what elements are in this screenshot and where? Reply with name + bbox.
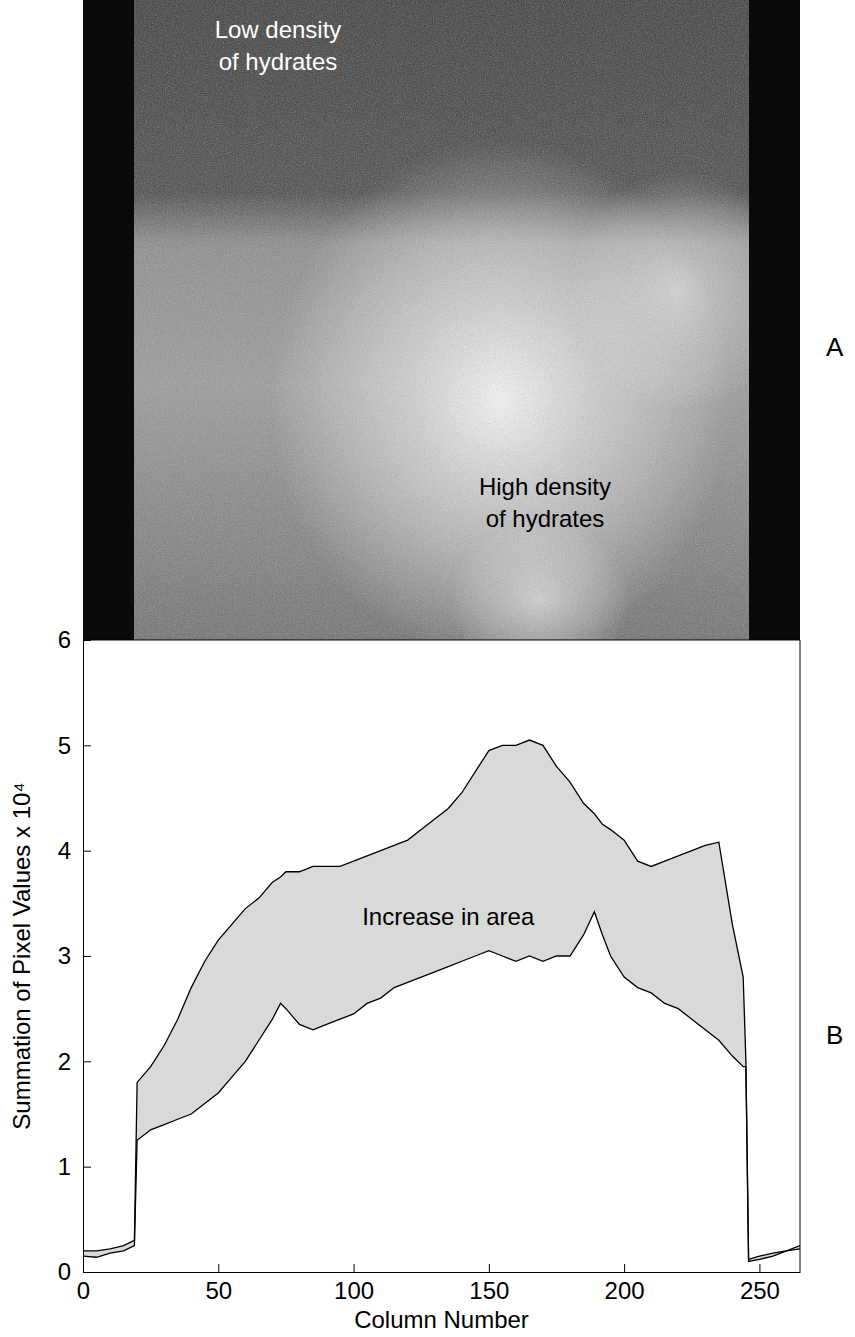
y-tick: 6 <box>58 626 91 653</box>
x-tick-mark <box>218 1264 219 1272</box>
y-tick-label: 6 <box>58 626 71 653</box>
y-tick-label: 2 <box>58 1048 71 1075</box>
frame <box>800 640 801 1272</box>
y-tick-label: 1 <box>58 1153 71 1180</box>
x-tick: 150 <box>469 1264 509 1304</box>
y-tick-mark <box>83 745 91 746</box>
x-tick-label: 0 <box>77 1277 90 1304</box>
image-noise <box>83 0 800 640</box>
y-tick-label: 3 <box>58 942 71 969</box>
x-tick: 100 <box>334 1264 374 1304</box>
y-tick-mark <box>83 1061 91 1062</box>
plot-marks <box>83 740 800 1261</box>
x-tick-mark <box>624 1264 625 1272</box>
x-tick-label: 250 <box>740 1277 780 1304</box>
frame <box>83 640 800 641</box>
dark-strip <box>83 0 134 640</box>
image-annotation: High density of hydrates <box>479 473 611 532</box>
x-tick: 250 <box>740 1264 780 1304</box>
annotation-line: of hydrates <box>219 48 338 75</box>
x-axis-line <box>84 1272 801 1273</box>
x-tick: 200 <box>605 1264 645 1304</box>
y-tick: 3 <box>58 942 91 969</box>
annotation-line: High density <box>479 473 611 500</box>
area-between <box>83 740 800 1261</box>
y-tick-mark <box>83 640 91 641</box>
y-tick-mark <box>83 956 91 957</box>
annotation-line: Low density <box>215 16 342 43</box>
panel-label: A <box>826 332 844 362</box>
annotation-line: of hydrates <box>486 505 605 532</box>
image-annotation: Low density of hydrates <box>215 16 342 75</box>
x-tick-label: 50 <box>205 1277 232 1304</box>
x-axis: 0 50 100 150 200 250 <box>77 1264 801 1304</box>
x-tick-label: 100 <box>334 1277 374 1304</box>
series-line <box>83 740 800 1259</box>
y-tick: 5 <box>58 732 91 759</box>
y-axis: 0 1 2 3 4 5 6 <box>58 626 91 1285</box>
x-tick-mark <box>759 1264 760 1272</box>
y-tick-mark <box>83 1167 91 1168</box>
figure: Low density of hydrates High density of hyd… <box>0 0 855 1337</box>
y-tick-mark <box>83 1272 91 1273</box>
y-tick-mark <box>83 851 91 852</box>
y-tick: 1 <box>58 1153 91 1180</box>
y-tick: 2 <box>58 1048 91 1075</box>
panel-label: B <box>826 1020 843 1050</box>
x-tick: 50 <box>205 1264 232 1304</box>
x-tick-label: 200 <box>605 1277 645 1304</box>
series-line <box>83 912 800 1262</box>
y-tick-label: 0 <box>58 1258 71 1285</box>
y-tick-label: 4 <box>58 837 71 864</box>
y-axis-title: Summation of Pixel Values x 10⁴ <box>8 782 35 1129</box>
x-tick-mark <box>354 1264 355 1272</box>
x-axis-title: Column Number <box>354 1306 529 1333</box>
image-ground <box>83 0 800 640</box>
dark-strip <box>749 0 800 640</box>
image-panel <box>83 0 800 640</box>
y-tick: 4 <box>58 837 91 864</box>
y-tick-label: 5 <box>58 732 71 759</box>
x-tick-mark <box>489 1264 490 1272</box>
chart-annotation: Increase in area <box>362 903 535 930</box>
y-tick: 0 <box>58 1258 91 1285</box>
x-tick-label: 150 <box>469 1277 509 1304</box>
